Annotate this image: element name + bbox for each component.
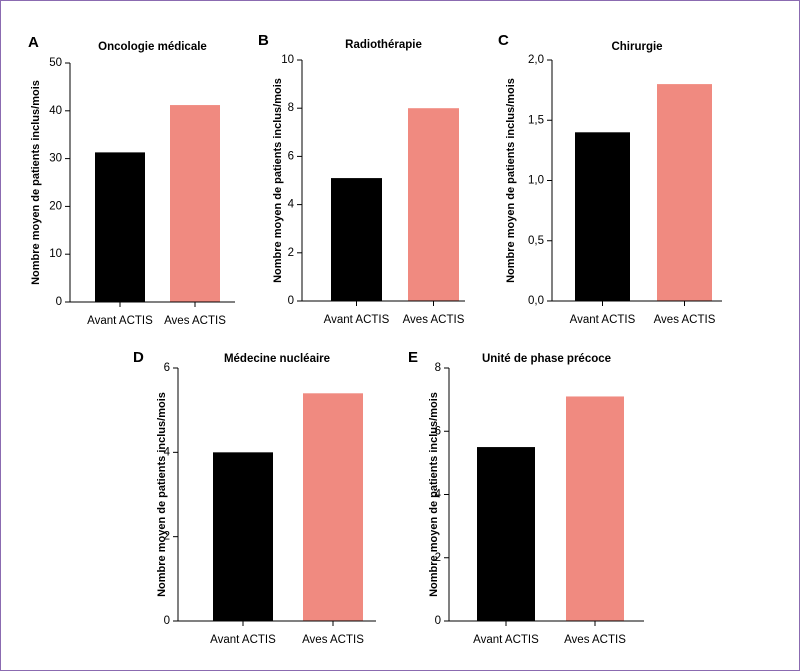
- x-tick-label: Aves ACTIS: [164, 315, 226, 327]
- chart-panel-d: D Médecine nucléaire Nombre moyen de patie…: [133, 349, 376, 646]
- y-tick-label: 2: [164, 531, 170, 543]
- bar-aves-actis: [657, 84, 712, 301]
- chart-title: Oncologie médicale: [98, 41, 207, 53]
- y-tick-label: 0: [435, 615, 441, 627]
- y-tick-label: 10: [49, 248, 62, 260]
- bar-avant-actis: [213, 452, 273, 621]
- panel-label: D: [133, 349, 144, 366]
- bar-avant-actis: [575, 132, 630, 301]
- bar-avant-actis: [95, 152, 145, 302]
- chart-title: Médecine nucléaire: [224, 353, 330, 365]
- y-axis-label: Nombre moyen de patients inclus/mois: [30, 80, 42, 285]
- y-axis-label: Nombre moyen de patients inclus/mois: [428, 392, 440, 597]
- y-tick-label: 4: [435, 489, 442, 501]
- y-tick-label: 4: [288, 199, 295, 211]
- y-tick-label: 1,0: [528, 175, 544, 187]
- x-tick-label: Avant ACTIS: [473, 634, 539, 646]
- y-axis-label: Nombre moyen de patients inclus/mois: [505, 78, 517, 283]
- y-tick-label: 2: [435, 552, 441, 564]
- y-tick-label: 0: [56, 296, 62, 308]
- chart-panel-a: A Oncologie médicale Nombre moyen de patie…: [28, 34, 235, 327]
- chart-title: Radiothérapie: [345, 39, 422, 51]
- chart-panel-c: C Chirurgie Nombre moyen de patients inclu…: [498, 32, 722, 326]
- y-tick-label: 30: [49, 153, 62, 165]
- y-tick-label: 1,5: [528, 114, 544, 126]
- panel-label: E: [408, 349, 418, 366]
- panel-label: A: [28, 34, 39, 51]
- y-tick-label: 8: [435, 362, 441, 374]
- x-tick-label: Avant ACTIS: [87, 315, 153, 327]
- bar-aves-actis: [408, 108, 459, 301]
- bar-aves-actis: [170, 105, 220, 303]
- y-tick-label: 6: [435, 425, 441, 437]
- x-tick-label: Avant ACTIS: [324, 314, 390, 326]
- y-axis-label: Nombre moyen de patients inclus/mois: [272, 78, 284, 283]
- x-tick-label: Aves ACTIS: [654, 314, 716, 326]
- chart-panel-b: B Radiothérapie Nombre moyen de patients i…: [258, 32, 465, 326]
- y-tick-label: 6: [164, 362, 170, 374]
- x-tick-label: Aves ACTIS: [564, 634, 626, 646]
- y-tick-label: 4: [164, 446, 171, 458]
- panel-label: B: [258, 32, 269, 49]
- bar-avant-actis: [331, 178, 382, 301]
- bar-avant-actis: [477, 447, 535, 621]
- y-tick-label: 0: [164, 615, 170, 627]
- bar-aves-actis: [566, 396, 624, 621]
- y-tick-label: 6: [288, 150, 294, 162]
- y-tick-label: 0: [288, 295, 294, 307]
- y-axis-label: Nombre moyen de patients inclus/mois: [156, 392, 168, 597]
- y-tick-label: 2: [288, 247, 294, 259]
- x-tick-label: Avant ACTIS: [210, 634, 276, 646]
- y-tick-label: 8: [288, 102, 294, 114]
- bar-aves-actis: [303, 393, 363, 621]
- panel-label: C: [498, 32, 509, 49]
- y-tick-label: 50: [49, 57, 62, 69]
- y-tick-label: 40: [49, 105, 62, 117]
- y-tick-label: 0,5: [528, 235, 544, 247]
- x-tick-label: Aves ACTIS: [302, 634, 364, 646]
- chart-panel-e: E Unité de phase précoce Nombre moyen de p…: [408, 349, 644, 646]
- chart-title: Unité de phase précoce: [482, 353, 611, 365]
- y-tick-label: 20: [49, 200, 62, 212]
- y-tick-label: 10: [281, 54, 294, 66]
- y-tick-label: 2,0: [528, 54, 544, 66]
- x-tick-label: Aves ACTIS: [403, 314, 465, 326]
- y-tick-label: 0,0: [528, 295, 544, 307]
- x-tick-label: Avant ACTIS: [570, 314, 636, 326]
- chart-title: Chirurgie: [611, 41, 662, 53]
